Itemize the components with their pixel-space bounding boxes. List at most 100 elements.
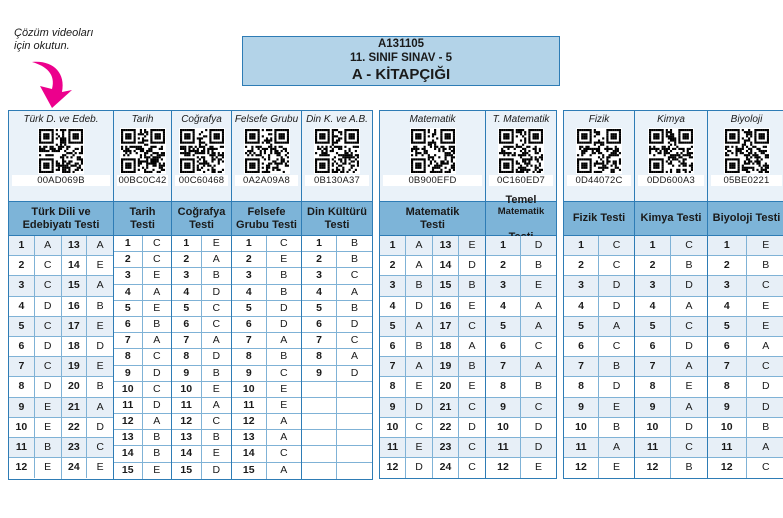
answer-letter: C bbox=[279, 447, 288, 460]
table-row: 11 A bbox=[708, 437, 783, 459]
test-name-line: Biyoloji Testi bbox=[712, 212, 781, 225]
question-number: 4 bbox=[635, 296, 671, 316]
answer-subcolumn: 1 E 2 B 3 C 4 E 5 E 6 A 7 C 8 D 9 D 10 B 11 A 12 C bbox=[708, 236, 783, 479]
qr-cell: Kimya 0DD600A3 bbox=[635, 111, 707, 201]
question-number: 11 bbox=[564, 437, 599, 458]
table-row: 13 B bbox=[172, 430, 231, 447]
test-name-line: Testi bbox=[324, 218, 350, 231]
answer-letter: E bbox=[153, 301, 161, 314]
answer-letter bbox=[337, 430, 372, 445]
qr-code-icon[interactable] bbox=[243, 128, 290, 174]
question-number: 5 bbox=[114, 300, 143, 316]
question-number: 8 bbox=[708, 377, 747, 397]
answer-table: 1 C 2 C 3 D 4 D 5 A 6 C 7 B 8 D 9 E 10 B 11 A 12 E bbox=[564, 236, 634, 479]
answer-letter: B bbox=[212, 431, 220, 444]
answer-subcolumn: 1 A 2 A 3 B 4 D 5 A 6 B 7 A 8 E 9 D 10 C 11 E 12 D bbox=[380, 236, 433, 479]
table-row: 10 B bbox=[564, 417, 634, 438]
answer-letter: E bbox=[44, 420, 52, 433]
table-row: 12 E bbox=[486, 458, 556, 479]
answer-letter bbox=[337, 446, 372, 461]
table-row: 13 A bbox=[232, 430, 301, 447]
qr-code-number: 0DD600A3 bbox=[638, 175, 704, 186]
answer-letter: D bbox=[152, 366, 161, 379]
answer-letter: B bbox=[350, 237, 358, 249]
question-number: 8 bbox=[635, 377, 671, 397]
question-number: 16 bbox=[62, 296, 88, 316]
subject-column: T. Matematik0C160ED7TemelMatematikTesti 1… bbox=[486, 111, 556, 479]
test-name-text: Matematik Testi bbox=[406, 206, 460, 231]
table-row: 21 A bbox=[61, 397, 113, 418]
question-number: 7 bbox=[380, 357, 406, 377]
qr-cell: T. Matematik 0C160ED7 bbox=[486, 111, 556, 201]
question-number: 21 bbox=[433, 397, 459, 417]
test-name-band: TemelMatematikTesti bbox=[486, 194, 556, 243]
qr-code-icon[interactable] bbox=[178, 128, 225, 174]
answer-letter: A bbox=[212, 398, 220, 411]
qr-code-icon[interactable] bbox=[409, 128, 456, 174]
subject-group: Matematik 0B900EFD Matematik Testi 1 A 2 A 3 B 4 D 5… bbox=[379, 110, 557, 480]
table-row: 23 C bbox=[61, 437, 113, 459]
table-row bbox=[302, 446, 372, 463]
qr-code-icon[interactable] bbox=[723, 128, 770, 174]
qr-code-icon[interactable] bbox=[498, 128, 544, 174]
question-number: 9 bbox=[708, 397, 747, 417]
answer-letter: C bbox=[212, 415, 221, 428]
answer-letter: D bbox=[212, 285, 221, 298]
answer-letter: B bbox=[415, 339, 423, 352]
qr-subject-label: Felsefe Grubu bbox=[234, 114, 299, 125]
answer-letter: A bbox=[96, 279, 104, 292]
answer-letter: D bbox=[96, 420, 104, 433]
table-row: 12 C bbox=[708, 458, 783, 479]
question-number: 3 bbox=[114, 268, 143, 284]
table-row: 16 E bbox=[433, 296, 485, 317]
qr-code-icon[interactable] bbox=[576, 128, 622, 174]
question-number: 22 bbox=[433, 417, 459, 437]
question-number: 1 bbox=[172, 236, 202, 252]
question-number: 3 bbox=[708, 276, 747, 296]
answer-subcolumn: 1 A 2 C 3 C 4 D 5 C 6 D 7 C 8 D 9 E 10 E 11 B 12 E bbox=[9, 236, 62, 479]
test-name-band: Tarih Testi bbox=[114, 201, 171, 236]
question-number: 6 bbox=[232, 316, 267, 333]
question-number: 12 bbox=[564, 458, 599, 479]
answer-letter: E bbox=[612, 400, 620, 413]
answer-letter: E bbox=[212, 447, 220, 460]
test-name-text: Coğrafya Testi bbox=[178, 206, 226, 231]
question-number: 2 bbox=[486, 256, 521, 276]
qr-code-icon[interactable] bbox=[119, 128, 166, 174]
answer-letter: B bbox=[534, 380, 542, 393]
answer-letter: C bbox=[43, 259, 52, 272]
table-row: 15 E bbox=[114, 462, 171, 479]
answer-letter: B bbox=[96, 380, 104, 393]
answer-letter: A bbox=[685, 299, 693, 312]
question-number: 9 bbox=[635, 397, 671, 417]
qr-code-icon[interactable] bbox=[648, 128, 694, 174]
question-number: 5 bbox=[486, 316, 521, 336]
qr-subject-label: Matematik bbox=[409, 114, 456, 125]
qr-code-icon[interactable] bbox=[38, 128, 84, 174]
answer-letter: D bbox=[612, 299, 621, 312]
question-number: 7 bbox=[635, 357, 671, 377]
qr-code-icon[interactable] bbox=[314, 128, 360, 174]
question-number: 1 bbox=[114, 236, 143, 252]
table-row: 15 A bbox=[232, 462, 301, 479]
qr-cell: Türk D. ve Edeb. 00AD069B bbox=[9, 111, 113, 201]
table-row: 13 E bbox=[433, 236, 485, 257]
question-number: 11 bbox=[172, 397, 202, 414]
question-number: 4 bbox=[9, 296, 35, 316]
answer-letter: D bbox=[685, 279, 693, 292]
answer-letter: E bbox=[44, 461, 52, 474]
answer-subcolumn: 13 A 14 E 15 A 16 B 17 E 18 D 19 E 20 B 21 A 22 D 23 C 24 E bbox=[61, 236, 113, 479]
question-number bbox=[302, 430, 337, 446]
